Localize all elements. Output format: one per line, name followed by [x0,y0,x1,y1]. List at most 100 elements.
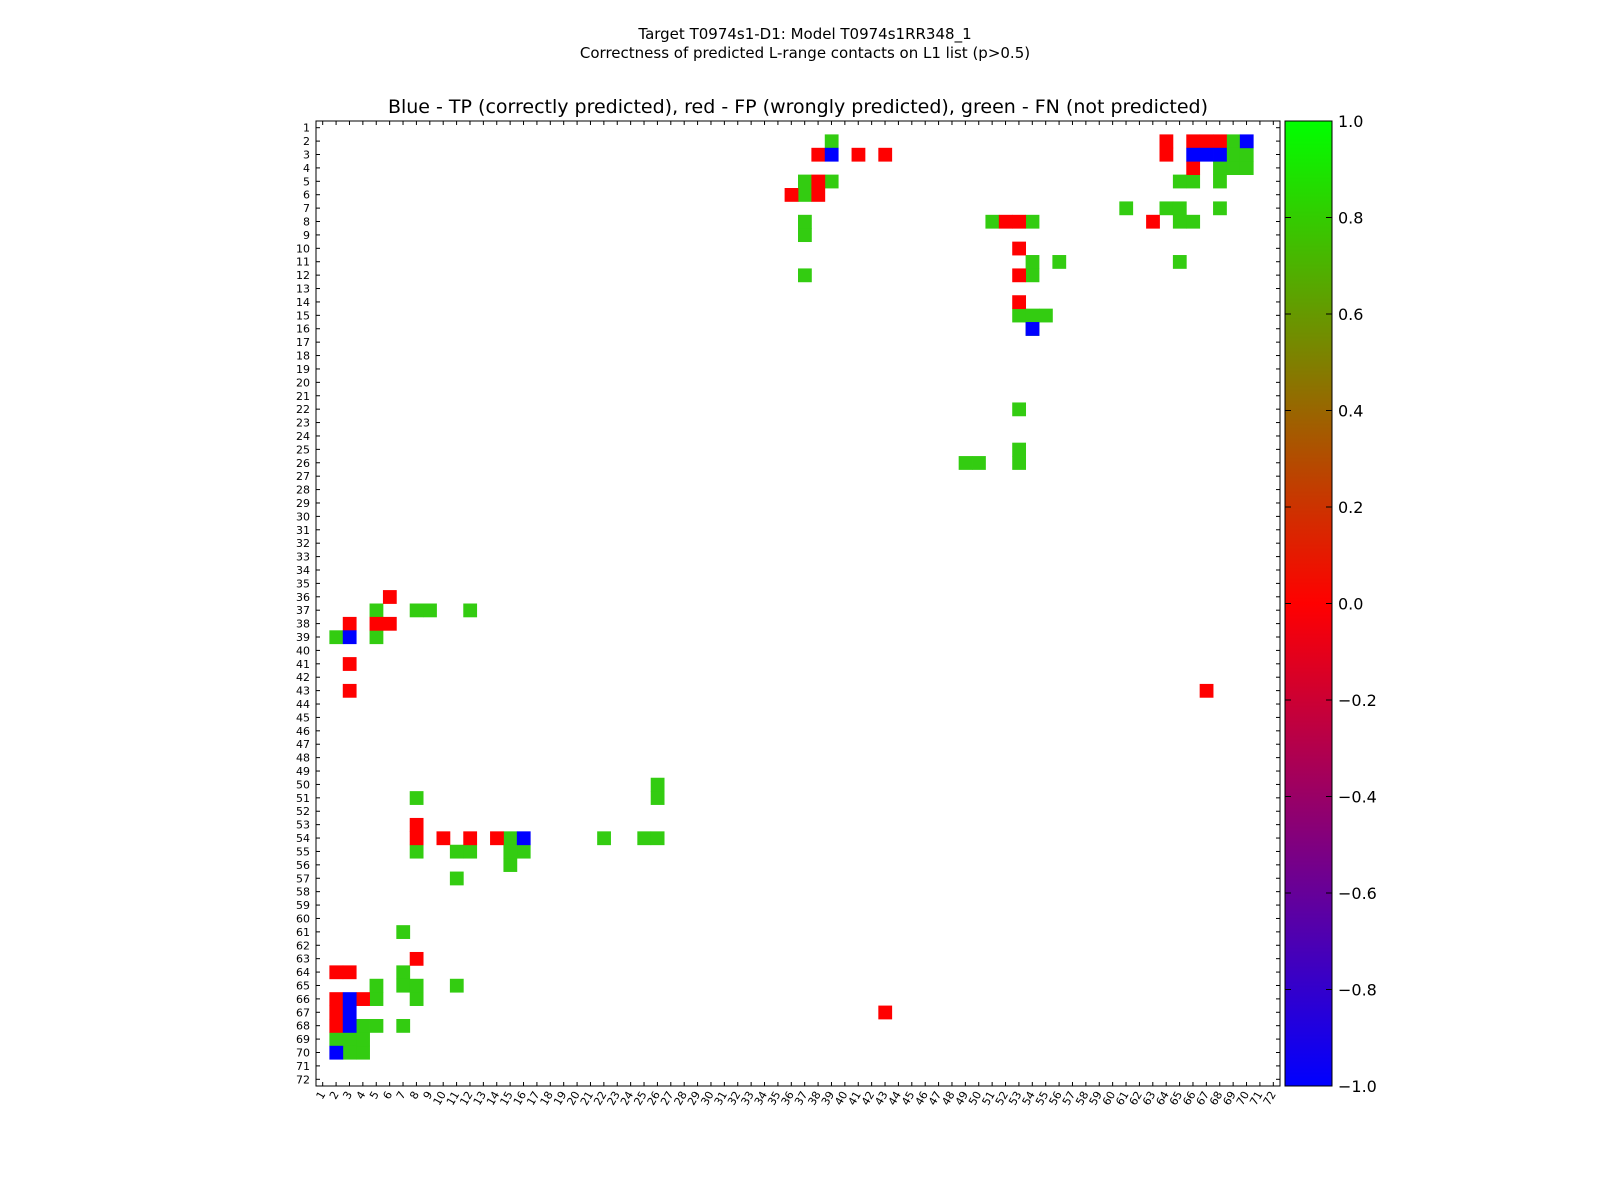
y-tick-label-63: 63 [296,953,310,966]
cell-fp-38-6 [382,616,397,631]
cell-fp-54-8 [409,831,424,846]
y-tick-label-47: 47 [296,738,310,751]
cell-fp-41-3 [342,657,357,671]
x-tick-label-58: 58 [1073,1089,1091,1108]
cell-fn-15-55 [1039,308,1053,323]
cell-fn-69-2 [329,1032,344,1047]
x-tick-label-48: 48 [939,1089,957,1108]
cell-fn-11-65 [1172,255,1187,269]
cell-fn-54-15 [503,831,518,846]
y-tick-label-33: 33 [296,551,310,564]
cell-fn-5-66 [1186,174,1201,189]
cell-fn-7-61 [1119,201,1134,216]
cell-fn-22-53 [1012,402,1027,417]
colorbar [1284,120,1333,1087]
x-tick-label-72: 72 [1261,1089,1279,1108]
y-tick-label-64: 64 [296,966,310,979]
cell-fn-5-37 [798,174,812,189]
y-tick-label-23: 23 [296,417,310,430]
x-tick-label-52: 52 [993,1089,1011,1108]
x-tick-label-37: 37 [792,1089,810,1108]
y-tick-label-20: 20 [296,376,310,389]
cell-fp-53-8 [409,817,424,832]
cell-fn-5-65 [1172,174,1187,189]
y-tick-label-24: 24 [296,430,310,443]
y-tick-label-54: 54 [296,832,310,845]
cell-fp-8-63 [1146,214,1160,229]
cell-fn-8-54 [1025,214,1040,229]
colorbar-tick-label-4: 0.2 [1338,498,1363,517]
cell-fn-65-11 [449,978,464,993]
cell-fn-57-11 [449,871,464,886]
cell-fn-3-69 [1226,147,1241,162]
cell-fn-26-53 [1012,456,1027,470]
cell-fn-68-4 [356,1018,370,1033]
cell-fp-38-5 [369,616,384,631]
cell-fn-4-69 [1226,161,1241,176]
x-tick-label-39: 39 [819,1089,837,1108]
cell-fn-12-37 [798,268,812,283]
cell-fp-43-67 [1199,683,1214,698]
y-tick-label-71: 71 [296,1060,310,1073]
cell-fp-54-14 [490,831,504,846]
cell-fp-2-66 [1186,134,1201,149]
cell-fn-39-5 [369,630,384,645]
cell-tp-3-67 [1199,147,1214,162]
x-tick-label-46: 46 [913,1089,931,1108]
cell-fp-2-68 [1213,134,1227,149]
cell-fn-37-9 [423,603,437,618]
y-tick-label-52: 52 [296,805,310,818]
cell-fn-7-65 [1172,201,1187,216]
y-tick-label-18: 18 [296,350,310,363]
x-tick-label-16: 16 [511,1089,529,1108]
cell-fn-9-37 [798,228,812,243]
y-tick-label-22: 22 [296,403,310,416]
cell-tp-2-70 [1239,134,1254,149]
cell-tp-16-54 [1025,322,1040,336]
y-tick-label-12: 12 [296,269,310,282]
cell-fn-66-5 [369,992,384,1006]
plot-frame [315,120,1281,1087]
cell-fp-12-53 [1012,268,1027,283]
x-tick-label-54: 54 [1020,1089,1038,1108]
cell-fp-14-53 [1012,295,1027,310]
axis-ticks [316,121,1280,1086]
cell-fp-63-8 [409,951,424,966]
cell-fn-15-53 [1012,308,1027,323]
y-tick-label-6: 6 [303,189,310,202]
y-tick-label-3: 3 [303,149,310,162]
x-tick-label-12: 12 [457,1089,475,1108]
cell-tp-3-39 [824,147,839,162]
y-tick-label-10: 10 [296,242,310,255]
y-tick-label-46: 46 [296,725,310,738]
contact-cells [329,134,1254,1060]
x-tick-label-33: 33 [738,1089,756,1108]
y-tick-label-2: 2 [303,135,310,148]
cell-fp-6-38 [811,188,826,202]
y-tick-label-53: 53 [296,819,310,832]
cell-fn-66-8 [409,992,424,1006]
x-tick-label-43: 43 [872,1089,890,1108]
cell-fn-2-69 [1226,134,1241,149]
y-tick-label-56: 56 [296,859,310,872]
cell-fp-54-10 [436,831,451,846]
x-tick-label-28: 28 [672,1089,690,1108]
x-tick-label-61: 61 [1113,1089,1131,1108]
x-tick-label-56: 56 [1046,1089,1064,1108]
x-tick-label-50: 50 [966,1089,984,1108]
cell-fn-8-51 [985,214,1000,229]
cell-fn-39-2 [329,630,344,645]
cell-fp-68-2 [329,1018,344,1033]
colorbar-tick-label-8: −0.6 [1338,884,1377,903]
cell-tp-3-68 [1213,147,1227,162]
cell-fn-15-54 [1025,308,1040,323]
cell-fn-26-50 [972,456,986,470]
x-tick-label-22: 22 [591,1089,609,1108]
cell-fn-54-26 [650,831,665,846]
cell-fp-4-66 [1186,161,1201,176]
x-tick-label-27: 27 [658,1089,676,1108]
cell-fn-70-4 [356,1045,370,1060]
cell-fn-12-54 [1025,268,1040,283]
x-tick-labels: 1234567891011121314151617181920212223242… [314,1089,1279,1108]
x-tick-label-60: 60 [1100,1089,1118,1108]
